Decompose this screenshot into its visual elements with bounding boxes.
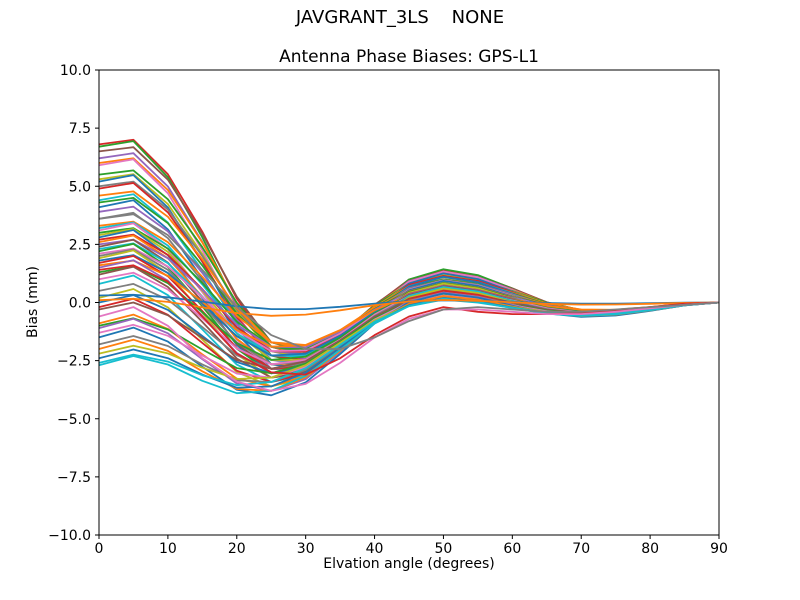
x-tick-label: 90 [710,541,728,557]
x-tick-label: 10 [159,541,177,557]
y-tick-label: −2.5 [57,354,91,370]
y-tick-label: −5.0 [57,412,91,428]
y-tick-label: −10.0 [48,528,91,544]
series-line [98,213,720,350]
x-tick-label: 40 [366,541,384,557]
figure-suptitle: JAVGRANT_3LS NONE [295,7,505,28]
series-line [98,297,720,317]
y-tick-label: 10.0 [60,63,91,79]
x-tick-label: 30 [297,541,315,557]
y-tick-label: −7.5 [57,470,91,486]
series-line [98,301,720,392]
y-tick-label: 2.5 [69,237,91,253]
x-tick-label: 20 [228,541,246,557]
series-line [98,264,720,376]
x-tick-label: 0 [95,541,104,557]
x-tick-label: 80 [641,541,659,557]
x-tick-label: 70 [572,541,590,557]
series-line [98,297,720,395]
y-tick-label: 7.5 [69,121,91,137]
x-tick-label: 60 [503,541,521,557]
axes-title: Antenna Phase Biases: GPS-L1 [279,47,539,67]
y-tick-label: 5.0 [69,179,91,195]
y-tick-label: 0.0 [69,296,91,312]
x-tick-label: 50 [435,541,453,557]
x-axis-label: Elvation angle (degrees) [323,556,495,572]
